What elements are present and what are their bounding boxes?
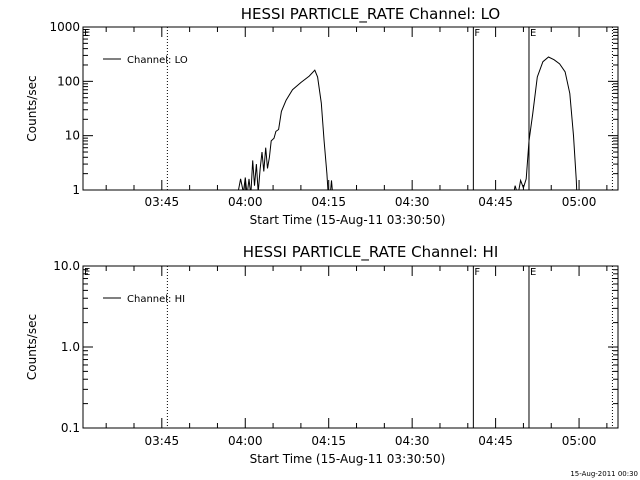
- chart-title: HESSI PARTICLE_RATE Channel: LO: [241, 5, 500, 24]
- x-tick-label: 04:15: [311, 195, 346, 209]
- x-axis-label: Start Time (15-Aug-11 03:30:50): [250, 213, 446, 227]
- chart-panels: HESSI PARTICLE_RATE Channel: LO Counts/se…: [25, 5, 619, 466]
- chart-panel-1: HESSI PARTICLE_RATE Channel: LO Counts/se…: [25, 5, 619, 227]
- chart-panel-2: HESSI PARTICLE_RATE Channel: HI Counts/se…: [25, 243, 619, 466]
- y-tick-label: 1.0: [61, 340, 80, 354]
- y-tick-label: 100: [57, 74, 80, 88]
- legend-entry: Channel: HI: [127, 294, 185, 305]
- event-marker-label: F: [474, 28, 480, 39]
- event-marker-label: F: [474, 267, 480, 278]
- x-tick-label: 04:30: [395, 434, 430, 448]
- y-tick-label: 10.0: [53, 259, 80, 273]
- y-axis-label: Counts/sec: [25, 75, 39, 141]
- y-tick-label: 1: [72, 183, 80, 197]
- corner-marker-label: E: [84, 267, 90, 278]
- y-tick-label: 10: [65, 129, 80, 143]
- corner-marker-label: E: [84, 28, 90, 39]
- x-tick-label: 04:30: [395, 195, 430, 209]
- footer-timestamp: 15-Aug-2011 00:30: [570, 470, 638, 478]
- x-tick-label: 04:45: [478, 434, 513, 448]
- chart-title: HESSI PARTICLE_RATE Channel: HI: [243, 243, 499, 262]
- x-tick-label: 03:45: [145, 434, 180, 448]
- x-tick-label: 04:15: [311, 434, 346, 448]
- x-tick-label: 05:00: [562, 195, 597, 209]
- plot-frame: [82, 265, 619, 429]
- event-marker-label: E: [530, 28, 536, 39]
- y-tick-label: 0.1: [61, 421, 80, 435]
- x-tick-label: 04:00: [228, 434, 263, 448]
- series-line-1-segment-3: [513, 56, 578, 190]
- series-line-1-segment-2: [330, 180, 333, 190]
- x-axis-label: Start Time (15-Aug-11 03:30:50): [250, 452, 446, 466]
- x-tick-label: 04:00: [228, 195, 263, 209]
- legend-entry: Channel: LO: [127, 55, 188, 66]
- plot-frame: [82, 26, 619, 191]
- x-tick-label: 05:00: [562, 434, 597, 448]
- y-axis-label: Counts/sec: [25, 314, 39, 380]
- event-marker-label: E: [530, 267, 536, 278]
- x-tick-label: 03:45: [145, 195, 180, 209]
- y-tick-label: 1000: [49, 20, 80, 34]
- series-line-1-segment-1: [237, 69, 329, 190]
- x-tick-label: 04:45: [478, 195, 513, 209]
